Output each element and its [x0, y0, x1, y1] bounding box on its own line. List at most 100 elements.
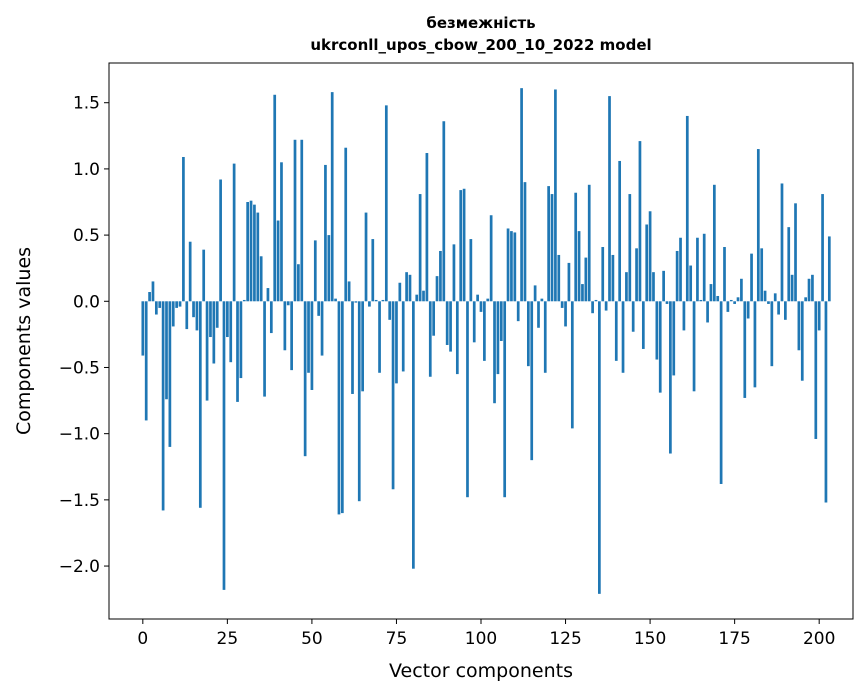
bar	[154, 301, 158, 315]
plot-frame	[108, 62, 854, 620]
y-tick-label: 1.0	[73, 160, 100, 180]
bar	[412, 301, 415, 569]
bar	[483, 301, 486, 361]
bar	[192, 301, 195, 318]
bar	[530, 301, 534, 461]
chart-subtitle: ukrconll_upos_cbow_200_10_2022 model	[310, 36, 651, 54]
bar	[591, 301, 594, 314]
bar	[506, 228, 510, 302]
bar	[581, 284, 584, 302]
bar	[405, 272, 408, 302]
bar	[516, 301, 520, 322]
bar	[594, 299, 598, 302]
bar	[226, 301, 229, 338]
bar	[161, 301, 165, 511]
x-tick-label: 100	[465, 629, 497, 649]
bar	[736, 297, 740, 302]
bar	[209, 301, 212, 338]
bar	[773, 293, 777, 302]
bar	[469, 239, 473, 302]
bar	[229, 301, 233, 363]
bar	[533, 285, 537, 302]
bar	[679, 237, 682, 302]
bar	[185, 301, 189, 330]
bar	[368, 301, 371, 307]
bar	[334, 298, 337, 302]
bar	[259, 256, 263, 302]
bar	[719, 301, 723, 484]
bar	[709, 284, 713, 302]
x-tick-label: 25	[217, 629, 239, 649]
bar	[256, 212, 260, 302]
bar	[408, 274, 412, 302]
bar	[239, 301, 243, 379]
bar	[351, 301, 354, 394]
bar	[635, 248, 638, 302]
x-tick-label: 0	[137, 629, 148, 649]
bar	[743, 301, 747, 398]
bar	[692, 301, 696, 392]
bar	[144, 301, 148, 421]
bar	[141, 301, 145, 356]
bar	[675, 250, 679, 302]
x-tick-label: 175	[718, 629, 750, 649]
bar	[276, 220, 280, 302]
bar	[212, 301, 216, 364]
bar	[198, 301, 202, 508]
bar	[584, 257, 588, 302]
bar	[733, 301, 736, 304]
bar	[371, 239, 375, 302]
bar	[273, 94, 277, 302]
y-tick-label: −0.5	[59, 358, 100, 378]
bar	[388, 301, 392, 320]
x-tick-label: 50	[301, 629, 323, 649]
bar	[716, 295, 720, 302]
bar	[297, 264, 300, 302]
bar	[662, 270, 665, 302]
bar	[827, 236, 831, 302]
bar	[449, 301, 452, 352]
bar	[696, 237, 699, 302]
bar	[794, 203, 797, 302]
bar	[374, 299, 378, 302]
bar	[780, 183, 784, 302]
bar	[770, 301, 774, 367]
bar	[175, 301, 178, 308]
bar	[398, 282, 402, 302]
bar	[750, 253, 753, 302]
bar	[182, 156, 185, 302]
bar	[543, 301, 547, 373]
bar	[577, 231, 581, 302]
bar	[821, 194, 824, 302]
bar	[249, 200, 253, 302]
y-tick-label: −1.5	[59, 491, 100, 511]
bar	[165, 301, 168, 400]
bar	[266, 288, 270, 302]
bar	[756, 149, 760, 302]
bar	[817, 301, 821, 331]
bar	[499, 301, 503, 341]
y-tick-label: −2.0	[59, 557, 100, 577]
bar	[317, 301, 321, 316]
bar	[631, 301, 635, 332]
bar	[422, 290, 425, 302]
bar	[344, 147, 348, 302]
x-tick-label: 75	[386, 629, 408, 649]
chart-title: безмежність	[426, 14, 535, 32]
bar	[746, 301, 750, 319]
bar	[685, 115, 689, 302]
bar	[283, 301, 287, 351]
bar	[459, 190, 463, 302]
bar	[554, 89, 557, 302]
bar	[330, 92, 334, 302]
bar	[574, 192, 578, 302]
bar	[550, 194, 554, 302]
bar	[357, 301, 361, 502]
x-axis: 0 25 50 75 100 125 150 175 200	[137, 619, 835, 649]
bar	[560, 301, 564, 308]
bar	[263, 301, 266, 397]
bar	[587, 184, 591, 302]
bar	[364, 212, 368, 302]
bar	[787, 227, 791, 302]
